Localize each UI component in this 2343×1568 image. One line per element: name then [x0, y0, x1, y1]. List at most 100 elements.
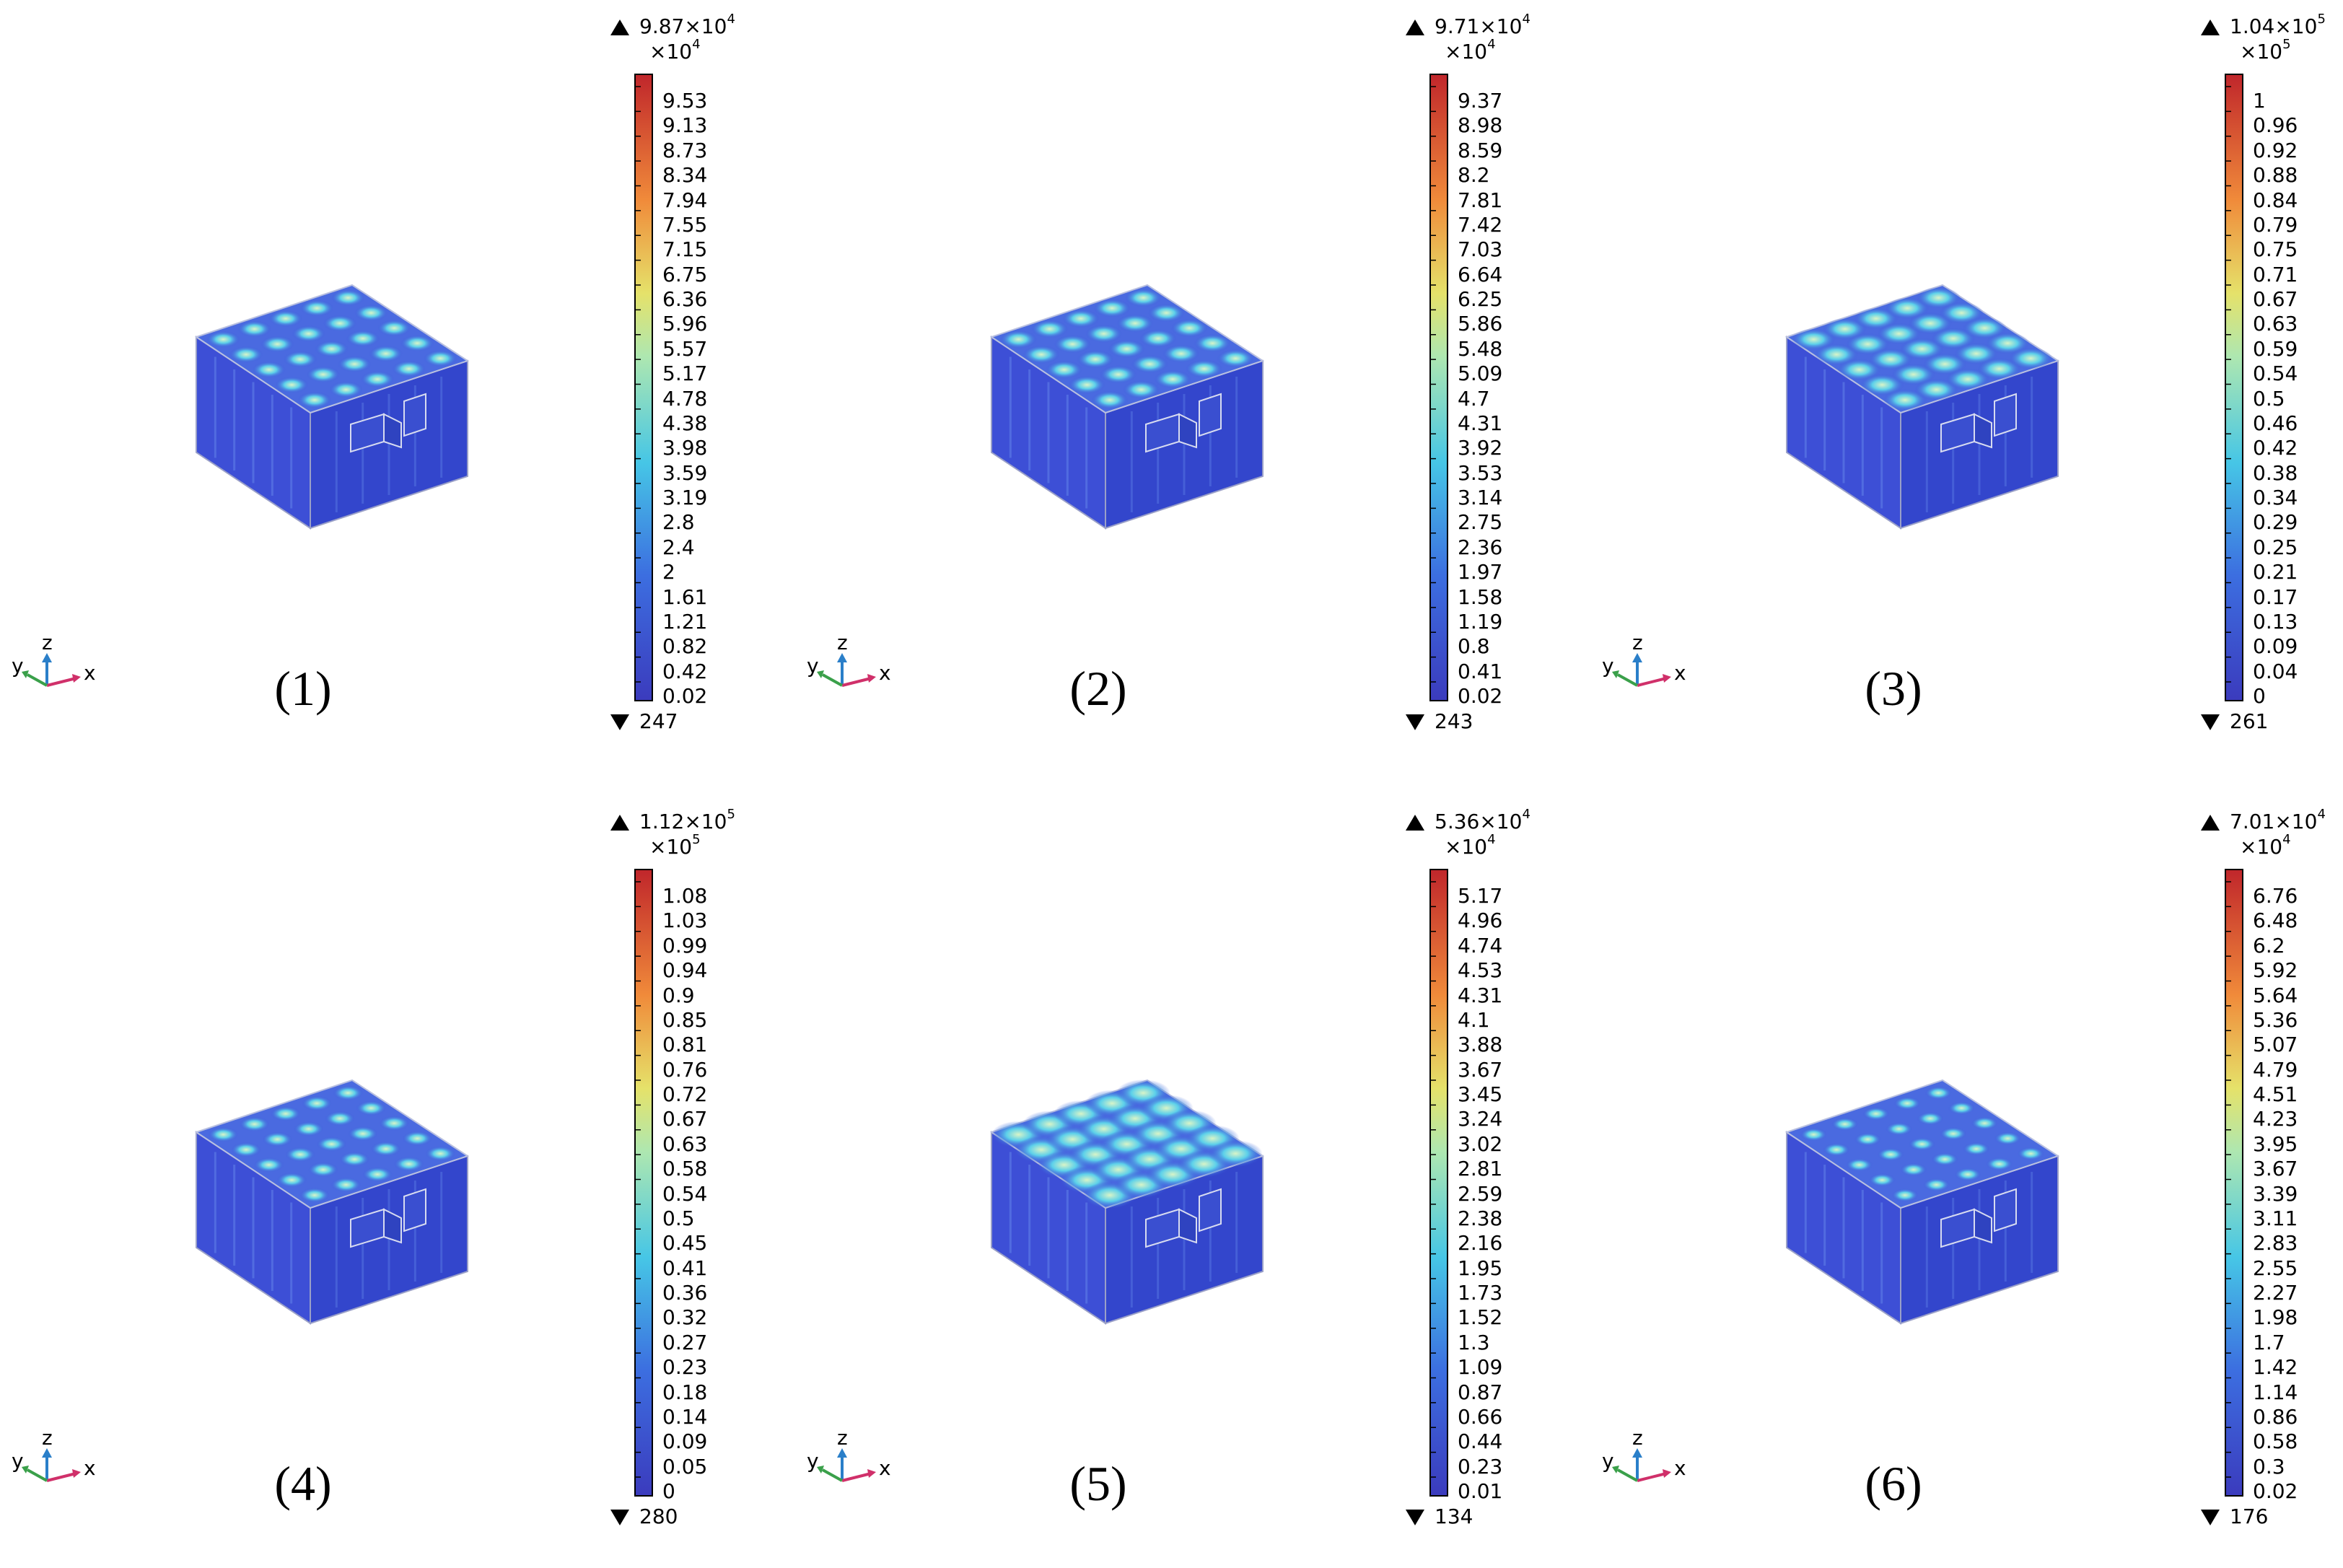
colorbar-tick-label: 9.13	[662, 113, 708, 138]
colorbar-tick-label: 0	[2253, 684, 2266, 708]
field-hotspot	[400, 335, 434, 352]
colorbar-tick-label: 5.86	[1458, 312, 1503, 336]
colorbar-tick-label: 7.42	[1458, 212, 1503, 237]
colorbar-tick-label: 1.98	[2253, 1305, 2298, 1330]
field-hotspot	[1922, 353, 1967, 375]
colorbar-tick-label: 0.92	[2253, 138, 2298, 162]
colorbar-max-label: 9.71×104	[1406, 12, 1530, 38]
colorbar-tick-label: 0.23	[662, 1355, 708, 1380]
y-axis-label: y	[1602, 654, 1614, 678]
z-axis-label: z	[1632, 631, 1643, 654]
plot-4: z x y	[12, 869, 653, 1497]
min-triangle-icon	[610, 1510, 629, 1525]
max-triangle-icon	[610, 815, 629, 831]
colorbar-tick-label: 0.82	[662, 634, 708, 659]
box-model	[194, 1079, 470, 1325]
colorbar-max-label: 1.12×105	[610, 807, 735, 833]
colorbar-tick-label: 2.38	[1458, 1206, 1503, 1230]
axis-triad-icon: z x y	[807, 631, 891, 687]
field-hotspot	[229, 346, 263, 363]
colorbar-tick-label: 0.32	[662, 1305, 708, 1330]
colorbar-tick-label: 2.8	[662, 510, 695, 535]
field-hotspot	[1916, 286, 1961, 309]
colorbar-tick-label: 5.92	[2253, 958, 2298, 983]
scale-exponent: 5	[2282, 37, 2291, 52]
max-triangle-icon	[2201, 19, 2220, 35]
colorbar-ticks: 9.37 8.98 8.59 8.2 7.81 7.42 7.03 6.64 6.25 5.86 5…	[1458, 87, 1544, 706]
colorbar-tick-label: 0.67	[2253, 287, 2298, 311]
x-axis-label: x	[1674, 661, 1686, 685]
field-hotspot	[231, 1142, 262, 1157]
colorbar-max-label: 1.04×105	[2201, 12, 2326, 38]
x-axis-label: x	[879, 1456, 891, 1480]
colorbar-tick-label: 0.71	[2253, 262, 2298, 286]
y-axis-arrowhead	[22, 670, 29, 678]
x-axis-arrowhead	[867, 674, 876, 683]
colorbar-ticks: 9.53 9.13 8.73 8.34 7.94 7.55 7.15 6.75 6.36 5.96…	[662, 87, 749, 706]
y-axis-arrow	[822, 1468, 843, 1482]
field-hotspot	[330, 289, 365, 307]
x-axis-arrowhead	[72, 1469, 81, 1478]
colorbar-tick-label: 3.14	[1458, 486, 1503, 509]
field-hotspot	[1124, 288, 1162, 307]
field-hotspot	[1945, 368, 1990, 390]
colorbar-ticks: 1 0.96 0.92 0.88 0.84 0.79 0.75 0.71 0.67 0.63 0.5…	[2253, 87, 2339, 708]
colorbar-tick-label: 1.19	[1458, 609, 1503, 634]
colorbar-tick-label: 4.53	[1458, 958, 1503, 983]
field-hotspot	[1877, 1147, 1904, 1162]
colorbar-tick-label: 3.98	[662, 436, 708, 460]
field-hotspot	[425, 1146, 456, 1162]
field-hotspot	[1823, 1142, 1850, 1157]
colorbar-tick-label: 0.27	[662, 1330, 708, 1354]
colorbar-tick-label: 0.5	[662, 1206, 695, 1230]
colorbar	[634, 74, 653, 701]
field-hotspot	[1948, 1101, 1976, 1116]
x-axis-arrowhead	[72, 674, 81, 683]
field-hotspot	[1977, 357, 2022, 380]
colorbar-tick-label: 0.23	[1458, 1454, 1503, 1479]
max-triangle-icon	[1406, 815, 1424, 831]
z-axis-label: z	[837, 631, 848, 654]
colorbar-max-label: 9.87×104	[610, 12, 735, 38]
colorbar-tick-label: 0.01	[1458, 1479, 1503, 1503]
field-hotspot	[316, 1136, 347, 1152]
equipment-box	[1974, 413, 1992, 449]
colorbar-tick-label: 4.96	[1458, 908, 1503, 933]
field-hotspot	[1045, 360, 1083, 380]
field-hotspot	[253, 1157, 284, 1173]
colorbar-tick-label: 0.44	[1458, 1429, 1503, 1454]
colorbar-tick-label: 5.09	[1458, 362, 1503, 386]
colorbar-tick-label: 2.4	[662, 535, 695, 559]
field-hotspot	[1185, 359, 1223, 378]
colorbar-tick-label: 0.99	[662, 933, 708, 958]
field-hotspot	[306, 366, 341, 383]
colorbar-min-label: 261	[2201, 709, 2268, 733]
scale-exponent: 4	[692, 37, 701, 52]
field-hotspot	[239, 1116, 270, 1132]
colorbar-tick-label: 1.7	[2253, 1330, 2285, 1354]
x-axis-arrow	[46, 1472, 76, 1482]
colorbar-tick-label: 0.09	[2253, 634, 2298, 659]
field-hotspot	[260, 336, 294, 353]
colorbar-tick-label: 1.21	[662, 609, 708, 634]
colorbar-tick-label: 0.79	[2253, 212, 2298, 237]
colorbar-tick-label: 4.23	[2253, 1107, 2298, 1131]
colorbar-tick-label: 0.29	[2253, 510, 2298, 535]
field-hotspot	[315, 340, 349, 358]
colorbar-tick-label: 8.34	[662, 163, 708, 188]
min-triangle-icon	[1406, 1510, 1424, 1525]
colorbar-tick-label: 4.7	[1458, 386, 1490, 411]
colorbar-tick-label: 0.21	[2253, 560, 2298, 584]
colorbar-tick-label: 6.75	[662, 262, 708, 286]
equipment-box	[1974, 1208, 1992, 1244]
colorbar-tick-label: 4.78	[662, 386, 708, 411]
colorbar-tick-label: 0.54	[662, 1181, 708, 1206]
colorbar-tick-label: 2.16	[1458, 1231, 1503, 1256]
field-hotspot	[1900, 1162, 1927, 1177]
colorbar-tick-label: 5.48	[1458, 336, 1503, 361]
min-triangle-icon	[2201, 1510, 2220, 1525]
field-hotspot	[1922, 1178, 1950, 1192]
field-hotspot	[1854, 307, 1899, 330]
colorbar-tick-label: 3.67	[1458, 1057, 1503, 1082]
field-hotspot	[1854, 1132, 1882, 1147]
